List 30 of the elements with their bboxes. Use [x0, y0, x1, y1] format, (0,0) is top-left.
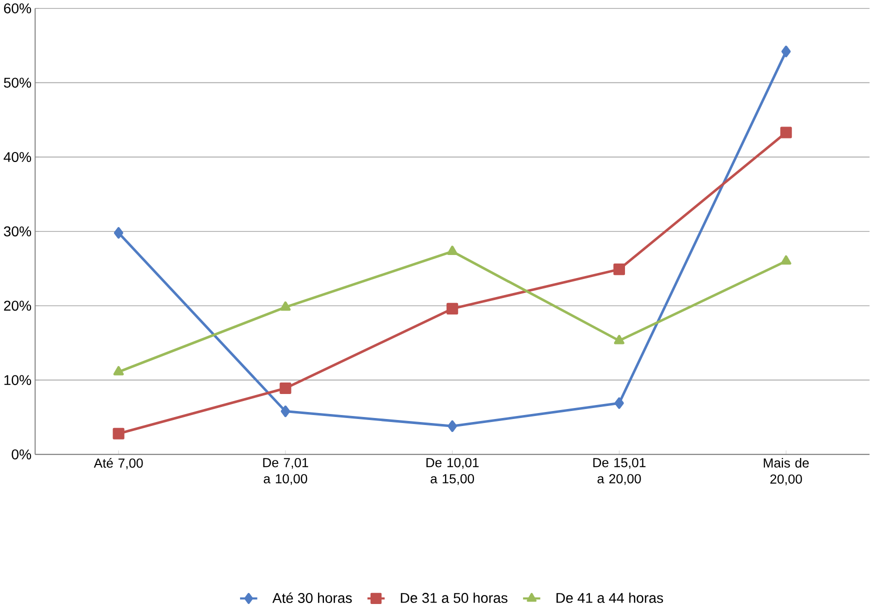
point: [447, 245, 458, 255]
x-tick-label: De 15,01 a 20,00: [593, 458, 646, 485]
legend-label: De 41 a 44 horas: [556, 592, 664, 603]
point: [113, 366, 124, 376]
point: [780, 126, 792, 138]
point: [280, 405, 290, 417]
legend-label: Até 30 horas: [272, 592, 352, 603]
point: [614, 334, 624, 344]
point: [614, 397, 624, 409]
x-tick-label: De 10,01 a 15,00: [426, 458, 479, 485]
point: [280, 382, 292, 394]
legend-label: De 31 a 50 horas: [400, 592, 508, 603]
point: [446, 302, 458, 314]
x-tick-label: De 7,01 a 10,00: [263, 458, 308, 485]
point: [781, 45, 791, 58]
y-tick-label: 30%: [4, 226, 32, 236]
y-tick-label: 50%: [4, 77, 32, 88]
y-tick-label: 0%: [12, 449, 32, 460]
point: [780, 255, 792, 264]
point: [112, 428, 124, 440]
x-tick-label: Mais de 20,00: [764, 458, 809, 486]
point: [613, 263, 625, 275]
y-tick-label: 40%: [4, 152, 32, 162]
y-tick-label: 20%: [4, 300, 32, 311]
y-tick-label: 10%: [4, 374, 32, 385]
y-tick-label: 60%: [4, 3, 32, 14]
x-tick-label: Até 7,00: [94, 458, 143, 470]
point: [114, 226, 124, 238]
point: [448, 420, 457, 432]
point: [280, 301, 291, 311]
